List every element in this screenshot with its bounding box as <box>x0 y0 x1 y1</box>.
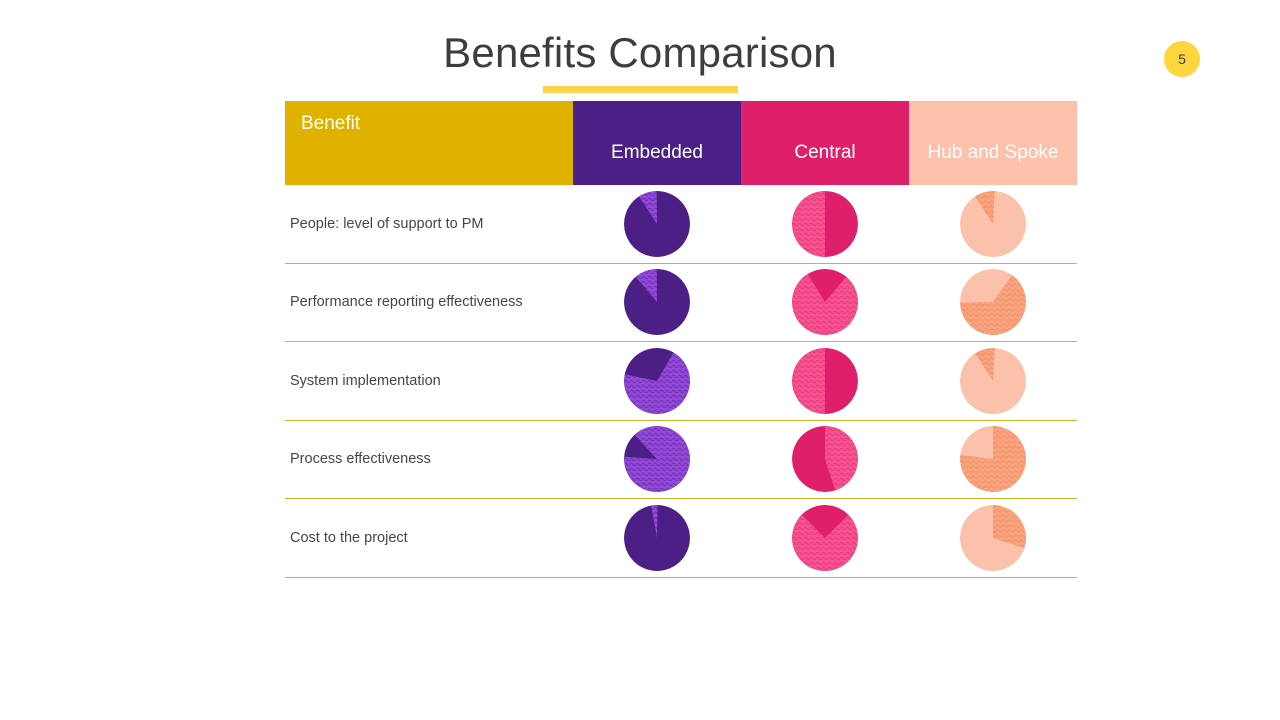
column-header-embedded: Embedded <box>573 101 741 185</box>
page-title: Benefits Comparison <box>443 29 837 76</box>
table-row: Performance reporting effectiveness <box>285 264 1077 342</box>
benefit-label: System implementation <box>290 372 441 389</box>
table-body: People: level of support to PM Performanc… <box>285 185 1077 578</box>
table-header-row: Benefit Embedded Central Hub and Spoke <box>285 101 1077 185</box>
pie-cell-embedded <box>573 347 741 414</box>
pie-chart <box>792 269 858 336</box>
column-header-central: Central <box>741 101 909 185</box>
pie-cell-hub-and-spoke <box>909 190 1077 257</box>
pie-chart <box>792 426 858 493</box>
table-row: Cost to the project <box>285 499 1077 578</box>
table-row: System implementation <box>285 342 1077 421</box>
pie-chart <box>960 190 1026 257</box>
pie-chart <box>960 426 1026 493</box>
pie-chart <box>624 269 690 336</box>
page-number-label: 5 <box>1178 51 1186 67</box>
table-row: People: level of support to PM <box>285 185 1077 264</box>
pie-cell-embedded <box>573 504 741 571</box>
benefit-label: Performance reporting effectiveness <box>290 294 523 311</box>
pie-chart <box>624 426 690 493</box>
pie-chart <box>624 347 690 414</box>
column-header-hub-and-spoke: Hub and Spoke <box>909 101 1077 185</box>
pie-chart <box>792 347 858 414</box>
pie-cell-central <box>741 190 909 257</box>
pie-cell-hub-and-spoke <box>909 269 1077 336</box>
pie-chart <box>960 347 1026 414</box>
pie-cell-central <box>741 269 909 336</box>
pie-cell-embedded <box>573 269 741 336</box>
pie-chart <box>792 504 858 571</box>
pie-cell-embedded <box>573 190 741 257</box>
pie-cell-central <box>741 426 909 493</box>
table-row: Process effectiveness <box>285 421 1077 499</box>
pie-cell-central <box>741 347 909 414</box>
benefit-label: Cost to the project <box>290 529 408 546</box>
pie-cell-hub-and-spoke <box>909 426 1077 493</box>
pie-cell-hub-and-spoke <box>909 347 1077 414</box>
benefit-label: Process effectiveness <box>290 451 431 468</box>
benefits-comparison-table: Benefit Embedded Central Hub and Spoke P… <box>285 101 1077 578</box>
pie-chart <box>792 190 858 257</box>
pie-cell-hub-and-spoke <box>909 504 1077 571</box>
column-header-benefit: Benefit <box>285 101 573 185</box>
pie-chart <box>624 190 690 257</box>
pie-chart <box>960 269 1026 336</box>
pie-cell-embedded <box>573 426 741 493</box>
pie-cell-central <box>741 504 909 571</box>
pie-chart <box>960 504 1026 571</box>
pie-chart <box>624 504 690 571</box>
benefit-label: People: level of support to PM <box>290 215 484 232</box>
title-underline-accent <box>543 86 738 93</box>
page-number-badge: 5 <box>1164 41 1200 77</box>
